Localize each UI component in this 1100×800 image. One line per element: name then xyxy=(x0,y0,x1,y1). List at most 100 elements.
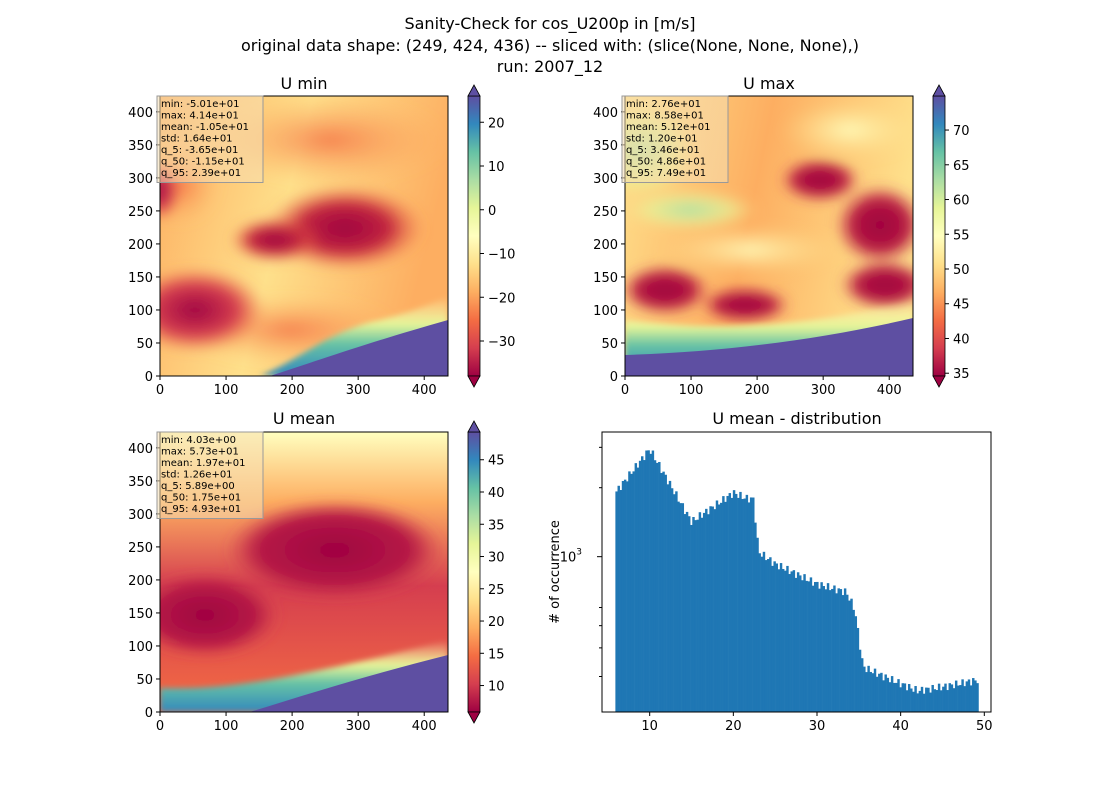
stat-line: q_50: 4.86e+01 xyxy=(626,157,706,168)
panel-u-max: U max 0 100 200 300 400 0 50 100 150 200 250 300 35… xyxy=(593,74,970,398)
colorbar-tick-label: 60 xyxy=(953,194,970,209)
histogram-bar xyxy=(890,676,894,712)
y-tick-label: 300 xyxy=(128,172,153,187)
histogram-bar xyxy=(653,460,657,712)
histogram-bar xyxy=(886,677,890,712)
y-axis-label: # of occurrence xyxy=(548,520,563,624)
histogram-bar xyxy=(867,665,870,712)
histogram-bar xyxy=(626,481,629,712)
histogram-bar xyxy=(809,577,813,712)
histogram-bar xyxy=(615,491,618,712)
histogram-bar xyxy=(681,503,685,712)
histogram-bar xyxy=(937,683,941,712)
y-tick-label: 150 xyxy=(593,271,618,286)
panel-title: U mean xyxy=(273,409,335,428)
histogram-bar xyxy=(852,609,855,712)
histogram-bar xyxy=(942,686,945,712)
stat-line: q_50: -1.15e+01 xyxy=(161,157,245,168)
histogram-bar xyxy=(944,683,947,712)
y-tick-label: 100 xyxy=(128,304,153,319)
x-tick-label: 10 xyxy=(641,719,658,734)
histogram-bar xyxy=(914,686,917,712)
histogram-bar xyxy=(713,509,717,712)
histogram-bar xyxy=(903,683,907,712)
colorbar: 10 15 20 25 30 35 40 45 xyxy=(467,420,505,724)
histogram-bar xyxy=(918,690,922,712)
histogram-bar xyxy=(777,569,781,712)
histogram-bar xyxy=(717,504,721,712)
histogram-bar xyxy=(905,690,909,712)
y-axis: 0 50 100 150 200 250 300 350 400 xyxy=(128,442,160,721)
colorbar-tick-label: 55 xyxy=(953,228,970,243)
stat-line: std: 1.20e+01 xyxy=(626,134,698,145)
y-tick-label: 100 xyxy=(128,640,153,655)
colorbar-tick-label: 10 xyxy=(488,160,505,175)
histogram-bar xyxy=(790,571,793,712)
histogram-bar xyxy=(786,565,789,712)
histogram-bar xyxy=(758,553,761,712)
y-tick-label: 250 xyxy=(593,205,618,220)
histogram-bar xyxy=(670,488,674,712)
histogram-bar xyxy=(837,588,840,712)
histogram-bar xyxy=(858,649,862,712)
figure-run-label: run: 2007_12 xyxy=(497,57,603,77)
histogram-bar xyxy=(801,580,804,712)
stat-line: max: 4.14e+01 xyxy=(161,111,239,122)
histogram-bar xyxy=(641,456,644,712)
histogram-bar xyxy=(658,461,661,712)
histogram-bar xyxy=(722,496,725,712)
histogram-bar xyxy=(822,586,825,712)
stat-line: min: 2.76e+01 xyxy=(626,99,701,110)
y-tick-label: 0 xyxy=(610,370,618,385)
histogram-bar xyxy=(907,684,911,712)
histogram-bar xyxy=(878,673,881,712)
histogram-bar xyxy=(679,503,682,712)
stat-line: q_5: 5.89e+00 xyxy=(161,481,235,492)
histogram-bar xyxy=(647,450,650,712)
stat-line: min: -5.01e+01 xyxy=(161,99,240,110)
colorbar-tick-label: 20 xyxy=(488,615,505,630)
histogram-bar xyxy=(882,680,885,712)
histogram-bar xyxy=(860,658,864,712)
x-tick-label: 0 xyxy=(156,719,164,734)
x-tick-label: 50 xyxy=(976,719,993,734)
histogram-bar xyxy=(649,453,652,712)
histogram-bar xyxy=(897,679,900,712)
histogram-bar xyxy=(726,495,729,712)
x-tick-label: 100 xyxy=(214,383,239,398)
histogram-bar xyxy=(946,690,949,712)
colorbar-tick-label: −30 xyxy=(488,335,515,350)
histogram-bar xyxy=(965,681,969,712)
histogram-bar xyxy=(690,524,693,712)
y-tick-label: 400 xyxy=(128,442,153,457)
histogram-bar xyxy=(728,493,732,712)
colorbar-tick-label: 30 xyxy=(488,551,505,566)
histogram-bar xyxy=(972,678,975,712)
colorbar-tick-label: 50 xyxy=(953,263,970,278)
histogram-bar xyxy=(931,684,934,712)
histogram-bar xyxy=(621,480,625,712)
colorbar-extend-max xyxy=(932,84,946,97)
histogram-bar xyxy=(816,581,819,712)
histogram-bar xyxy=(824,589,828,712)
histogram-bar xyxy=(730,497,734,712)
histogram-bar xyxy=(865,672,868,712)
histogram-bar xyxy=(850,598,853,712)
histogram-bar xyxy=(846,594,849,712)
stat-line: mean: 1.97e+01 xyxy=(161,458,245,469)
histogram-bar xyxy=(940,690,943,712)
plot-frame xyxy=(159,95,449,377)
histogram-bar xyxy=(833,585,836,712)
y-tick-label: 150 xyxy=(128,607,153,622)
histogram-bar xyxy=(694,520,697,712)
histogram-bar xyxy=(711,506,714,712)
colorbar-tick-label: 20 xyxy=(488,116,505,131)
x-axis: 0 100 200 300 400 xyxy=(156,712,437,734)
colorbar-body xyxy=(467,431,481,713)
histogram-bar xyxy=(769,557,772,712)
histogram-bar xyxy=(628,471,631,712)
histogram-bar xyxy=(651,450,655,712)
stat-line: q_5: 3.46e+01 xyxy=(626,145,700,156)
